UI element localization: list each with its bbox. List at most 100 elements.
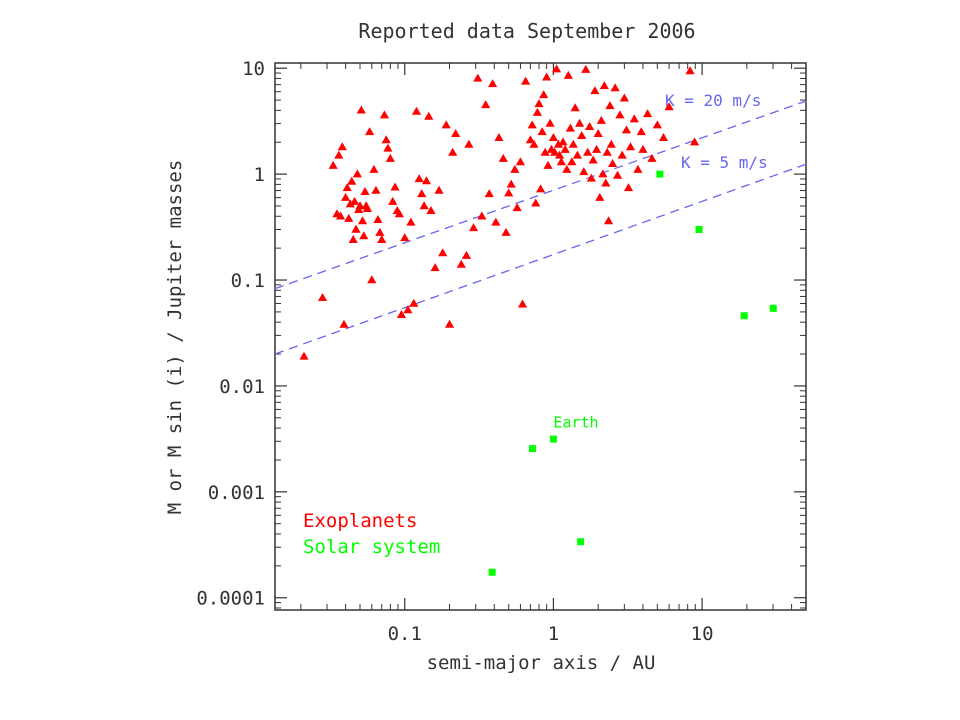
exoplanet-point: [652, 120, 662, 129]
exoplanet-point: [562, 164, 572, 173]
exoplanet-point: [385, 153, 395, 162]
exoplanet-point: [396, 309, 407, 318]
reference-lines: K = 20 m/s K = 5 m/s: [274, 91, 807, 355]
exoplanet-point: [381, 135, 391, 144]
exoplanet-point: [588, 155, 598, 164]
y-tick-label: 0.1: [231, 270, 265, 292]
exoplanet-point: [430, 263, 440, 272]
exoplanet-point: [339, 319, 349, 328]
exoplanet-point: [337, 142, 347, 151]
data-points: [299, 64, 777, 576]
exoplanet-point: [419, 201, 429, 210]
exoplanet-point: [341, 192, 351, 201]
exoplanet-point: [532, 107, 542, 116]
exoplanet-point: [607, 159, 618, 168]
exoplanet-point: [612, 170, 623, 179]
exoplanet-point: [409, 298, 419, 307]
exoplanet-point: [590, 86, 600, 95]
exoplanet-point: [579, 167, 589, 176]
solar-system-point: [577, 538, 585, 546]
exoplanet-point: [625, 142, 636, 151]
exoplanet-point: [551, 64, 562, 73]
exoplanet-point: [357, 216, 368, 225]
exoplanet-point: [545, 118, 555, 127]
legend-entry: Solar system: [303, 536, 440, 558]
exoplanet-point: [636, 127, 646, 136]
exoplanet-point: [411, 106, 422, 115]
plot-frame: [274, 62, 807, 611]
exoplanet-point: [448, 147, 458, 156]
y-tick-label: 0.0001: [196, 588, 265, 610]
exoplanet-point: [468, 223, 479, 232]
exoplanet-point: [521, 76, 531, 85]
exoplanet-point: [424, 111, 434, 120]
y-tick-label: 0.01: [219, 376, 265, 398]
solar-system-point: [769, 304, 777, 312]
exoplanet-point: [342, 183, 352, 192]
reference-line-label: K = 5 m/s: [681, 153, 768, 172]
exoplanet-point: [491, 217, 501, 226]
exoplanet-point: [647, 153, 657, 162]
exoplanet-point: [525, 135, 535, 144]
exoplanet-point: [554, 150, 565, 159]
exoplanet-point: [451, 129, 461, 138]
exoplanet-point: [602, 147, 612, 156]
exoplanet-point: [371, 185, 381, 194]
x-tick-label: 1: [548, 623, 559, 645]
exoplanet-point: [317, 292, 328, 301]
exoplanet-point: [360, 187, 370, 196]
exoplanet-point: [351, 224, 361, 233]
y-tick-label: 10: [242, 58, 265, 80]
exoplanet-point: [344, 213, 354, 222]
exoplanet-point: [556, 157, 566, 166]
exoplanet-point: [572, 150, 583, 159]
exoplanet-point: [350, 196, 360, 205]
exoplanet-point: [623, 183, 634, 192]
exoplanet-point: [515, 157, 526, 166]
exoplanet-point: [542, 72, 552, 81]
exoplanet-point: [504, 188, 514, 197]
exoplanet-point: [605, 101, 615, 110]
solar-system-point: [740, 312, 748, 320]
legend-entry: Exoplanets: [303, 510, 417, 532]
exoplanet-point: [583, 147, 593, 156]
exoplanet-point: [599, 81, 609, 90]
exoplanet-point: [531, 198, 541, 207]
exoplanet-point: [543, 160, 553, 169]
exoplanet-point: [488, 79, 498, 88]
y-tick-label: 0.001: [208, 482, 265, 504]
exoplanet-point: [388, 196, 398, 205]
exoplanet-point: [417, 189, 427, 198]
exoplanet-point: [558, 137, 568, 146]
exoplanet-point: [584, 121, 595, 130]
exoplanet-point: [596, 115, 606, 124]
exoplanet-point: [484, 189, 494, 198]
exoplanet-point: [577, 131, 587, 140]
solar-system-point: [695, 225, 703, 233]
exoplanet-point: [359, 231, 369, 240]
exoplanet-point: [367, 275, 377, 284]
exoplanet-point: [512, 203, 522, 212]
exoplanet-point: [461, 250, 472, 259]
annotations: Earth: [553, 414, 598, 432]
exoplanet-point: [537, 127, 547, 136]
exoplanet-point: [529, 139, 539, 148]
exoplanet-point: [441, 120, 451, 129]
exoplanet-point: [328, 160, 338, 169]
exoplanet-point: [606, 139, 616, 148]
axis-ticks: 0.1 1 10 0.0001 0.001 0.01 0.1 1 10: [196, 58, 807, 645]
exoplanet-point: [615, 110, 625, 119]
exoplanet-point: [595, 192, 605, 201]
chart-title: Reported data September 2006: [358, 19, 695, 43]
y-tick-label: 1: [254, 164, 265, 186]
exoplanet-point: [347, 176, 357, 185]
solar-system-point: [528, 445, 536, 453]
exoplanet-point: [586, 173, 596, 182]
exoplanet-point: [517, 299, 528, 308]
exoplanet-point: [444, 319, 455, 328]
exoplanet-point: [568, 139, 578, 148]
solar-system-point: [488, 568, 496, 576]
exoplanet-point: [369, 164, 379, 173]
exoplanet-point: [335, 211, 346, 220]
x-tick-label: 10: [691, 623, 714, 645]
